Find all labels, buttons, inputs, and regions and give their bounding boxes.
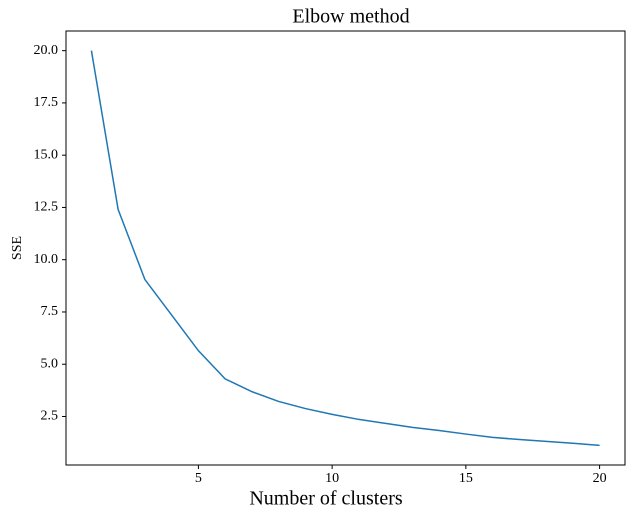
x-tick-label: 10 [325,471,339,486]
y-tick-label: 7.5 [41,304,59,319]
y-tick-label: 17.5 [34,95,59,110]
plot-frame [65,30,626,466]
x-axis-label: Number of clusters [249,488,403,510]
chart-title: Elbow method [292,6,409,28]
y-axis-label: SSE [10,236,25,260]
data-line [90,50,600,447]
x-tick-label: 15 [459,471,473,486]
x-tick-label: 5 [195,471,202,486]
y-tick-label: 5.0 [41,356,59,371]
y-tick-label: 15.0 [34,147,59,162]
x-tick-label: 20 [593,471,607,486]
y-tick-label: 12.5 [34,200,59,215]
y-tick-label: 2.5 [41,409,59,424]
y-tick-label: 20.0 [34,43,59,58]
y-tick-label: 10.0 [34,252,59,267]
